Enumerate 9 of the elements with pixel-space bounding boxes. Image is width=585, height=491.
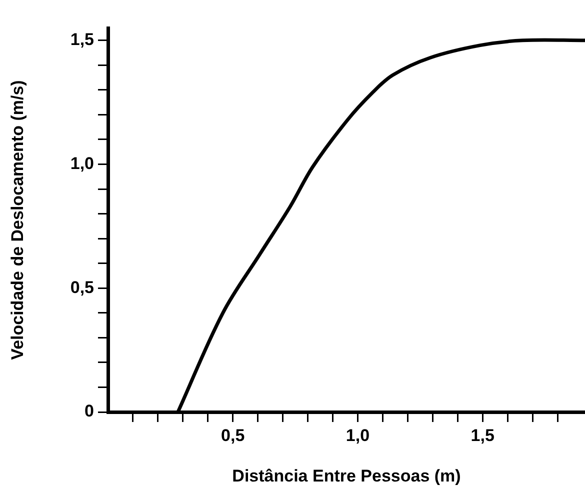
x-axis-title: Distância Entre Pessoas (m) — [232, 466, 461, 486]
y-tick-label: 1,5 — [70, 30, 94, 50]
x-tick-label: 0,5 — [221, 426, 245, 445]
y-tick-label: 1,0 — [70, 154, 94, 173]
x-tick-label: 1,5 — [470, 426, 494, 445]
y-axis-title: Velocidade de Deslocamento (m/s) — [8, 80, 27, 360]
y-tick-label: 0 — [84, 402, 94, 421]
x-tick-label: 1,0 — [346, 426, 370, 445]
y-tick-label: 0,5 — [70, 278, 94, 297]
